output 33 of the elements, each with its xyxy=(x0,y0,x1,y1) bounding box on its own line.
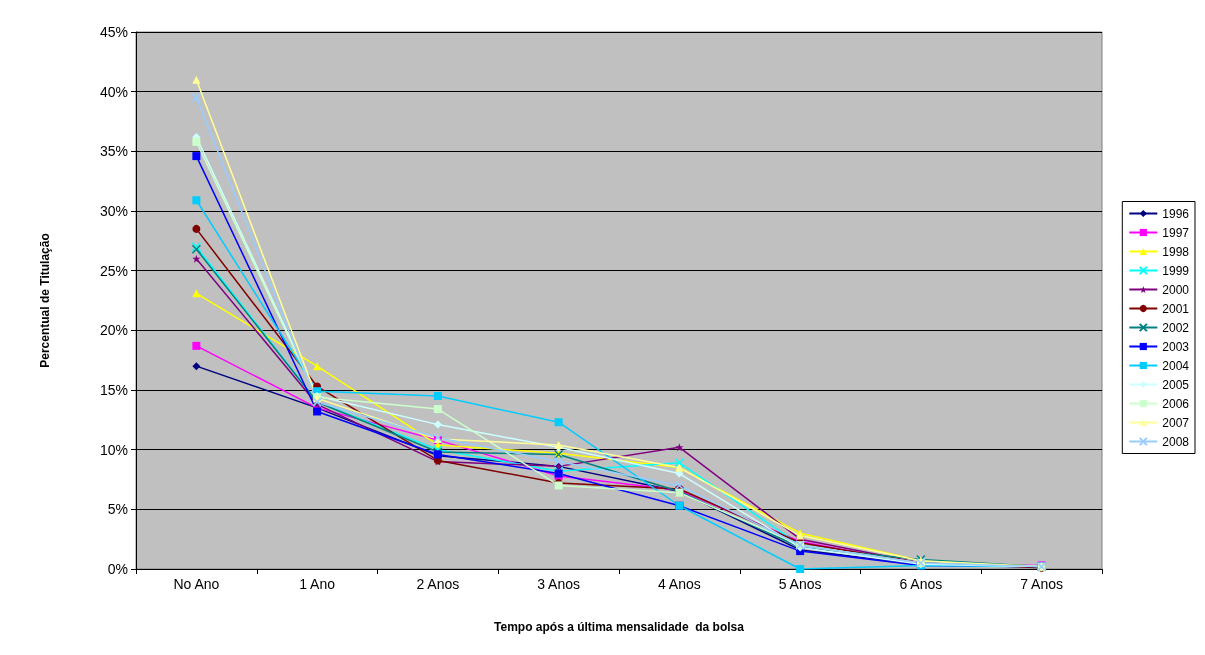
legend-label: 2007 xyxy=(1162,415,1190,430)
legend-label: 1999 xyxy=(1162,263,1190,278)
y-tick-label: 35% xyxy=(99,143,128,160)
legend-label: 2002 xyxy=(1162,320,1190,335)
x-tick-label: 6 Anos xyxy=(899,576,943,592)
legend-label: 2000 xyxy=(1162,282,1190,297)
legend-label: 2006 xyxy=(1162,396,1190,411)
legend-label: 2005 xyxy=(1162,377,1190,392)
legend-label: 1996 xyxy=(1162,206,1190,221)
y-tick-label: 0% xyxy=(107,561,128,577)
x-tick-label: 1 Ano xyxy=(299,576,336,592)
y-tick-label: 20% xyxy=(99,322,128,339)
x-tick-label: No Ano xyxy=(173,576,220,592)
legend-label: 2003 xyxy=(1162,339,1190,354)
legend-label: 2008 xyxy=(1162,434,1190,449)
legend-label: 2001 xyxy=(1162,301,1190,316)
x-axis-title: Tempo após a última mensalidade da bolsa xyxy=(494,620,745,634)
y-tick-label: 10% xyxy=(99,441,128,458)
y-tick-label: 45% xyxy=(99,24,128,40)
legend-label: 1997 xyxy=(1162,225,1190,240)
y-tick-label: 5% xyxy=(107,501,128,518)
x-tick-label: 5 Anos xyxy=(778,576,822,592)
x-tick-label: 2 Anos xyxy=(416,576,460,592)
y-tick-label: 40% xyxy=(99,83,128,100)
x-tick-label: 4 Anos xyxy=(657,576,701,592)
y-tick-label: 15% xyxy=(99,382,128,398)
legend-label: 2004 xyxy=(1162,358,1190,373)
y-tick-label: 25% xyxy=(99,262,128,279)
legend-label: 1998 xyxy=(1162,244,1190,259)
y-axis-title: Percentual de Titulação xyxy=(38,233,52,368)
x-tick-label: 7 Anos xyxy=(1020,576,1064,592)
y-tick-label: 30% xyxy=(99,203,128,219)
x-tick-label: 3 Anos xyxy=(537,576,581,592)
